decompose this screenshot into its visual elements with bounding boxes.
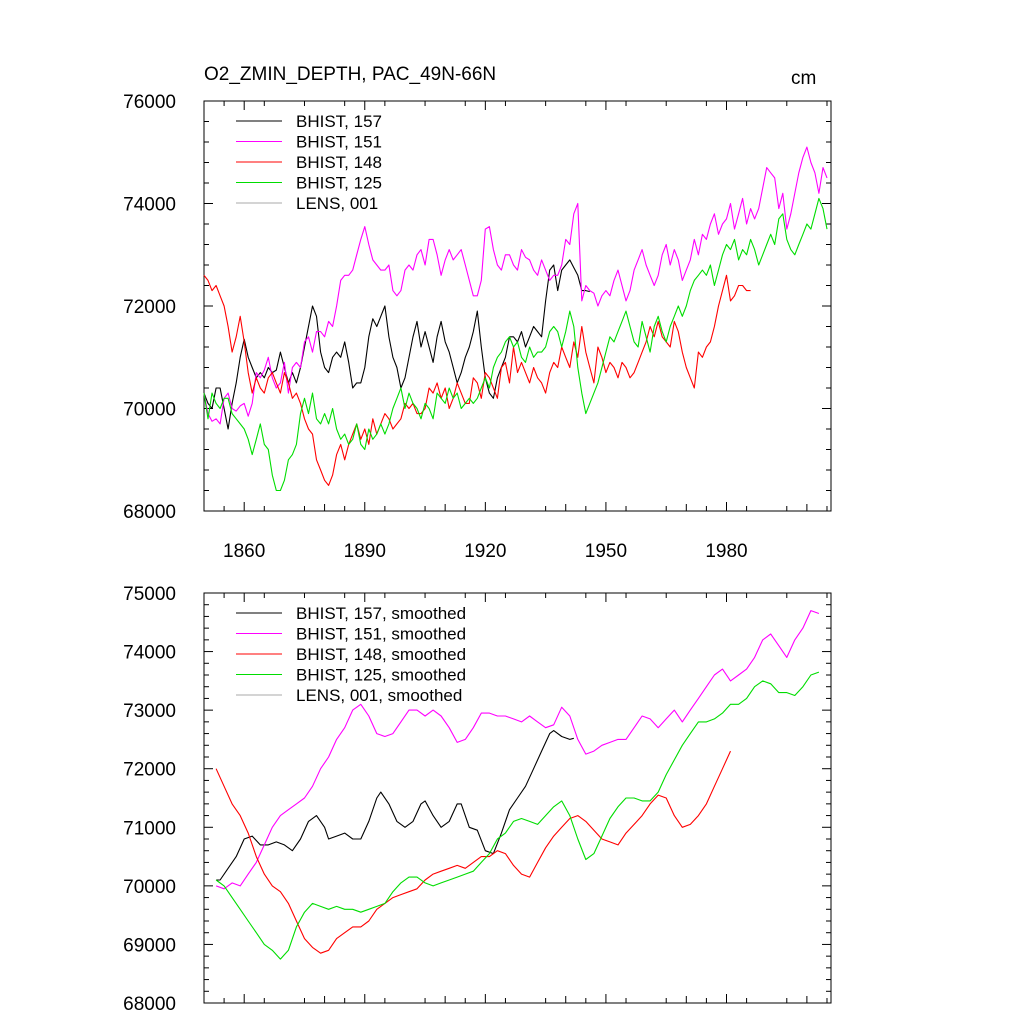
series-line-bhist-125-smoothed	[215, 671, 820, 960]
series-line-bhist-151	[203, 146, 828, 425]
y-tick-label: 70000	[123, 400, 176, 421]
legend-label-bhist-157: BHIST, 157	[296, 112, 382, 131]
series-line-bhist-125	[203, 197, 828, 492]
legend-label-bhist-151-smoothed: BHIST, 151, smoothed	[296, 625, 466, 644]
y-tick-label: 74000	[123, 195, 176, 216]
series-line-bhist-157-smoothed	[216, 730, 574, 881]
legend-label-bhist-125-smoothed: BHIST, 125, smoothed	[296, 666, 466, 685]
legend-label-lens-001: LENS, 001	[296, 194, 378, 213]
y-tick-label: 74000	[123, 643, 176, 664]
y-tick-label: 71000	[123, 818, 176, 839]
legend-label-bhist-151: BHIST, 151	[296, 133, 382, 152]
y-tick-label: 72000	[123, 760, 176, 781]
y-tick-label: 73000	[123, 701, 176, 722]
chart-title: O2_ZMIN_DEPTH, PAC_49N-66N	[204, 64, 497, 85]
legend-label-bhist-148-smoothed: BHIST, 148, smoothed	[296, 645, 466, 664]
y-tick-label: 68000	[123, 994, 176, 1015]
series-line-bhist-148	[203, 274, 751, 486]
legend-label-lens-001-smoothed: LENS, 001, smoothed	[296, 686, 462, 705]
series-line-bhist-157	[203, 259, 590, 430]
x-tick-label: 1920	[464, 541, 506, 562]
y-tick-label: 76000	[123, 92, 176, 113]
x-tick-label: 1890	[344, 541, 386, 562]
y-tick-label: 69000	[123, 935, 176, 956]
plot-frame	[203, 592, 832, 1004]
legend-label-bhist-148: BHIST, 148	[296, 153, 382, 172]
y-tick-label: 75000	[123, 584, 176, 605]
y-tick-label: 70000	[123, 877, 176, 898]
series-line-bhist-148-smoothed	[215, 750, 732, 954]
legend-label-bhist-125: BHIST, 125	[296, 174, 382, 193]
units-label: cm	[791, 68, 817, 89]
y-tick-label: 68000	[123, 502, 176, 523]
x-tick-label: 1950	[585, 541, 627, 562]
bottom-panel: 68000 69000 70000 71000 72000 73000 74000 75000…	[123, 584, 832, 1015]
x-tick-label: 1980	[705, 541, 747, 562]
x-tick-label: 1860	[223, 541, 265, 562]
y-tick-label: 72000	[123, 297, 176, 318]
legend-label-bhist-157-smoothed: BHIST, 157, smoothed	[296, 604, 466, 623]
series-line-bhist-151-smoothed	[215, 610, 820, 890]
top-panel: 68000 70000 72000 74000 76000 1860 1890 1920 195…	[123, 92, 832, 562]
